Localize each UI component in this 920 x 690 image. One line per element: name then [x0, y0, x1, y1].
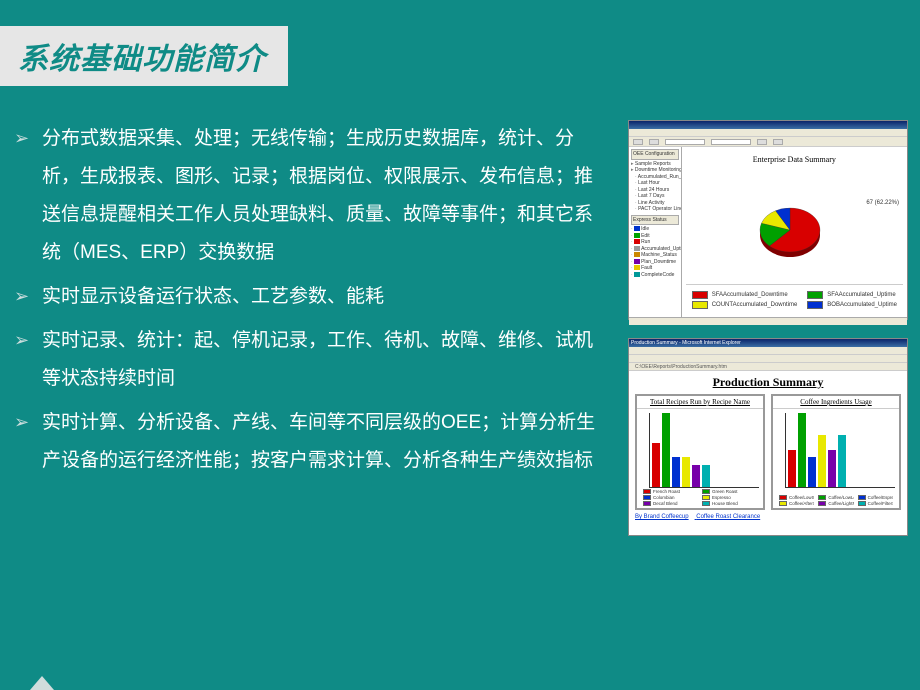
bar [652, 443, 660, 487]
slide-body: 分布式数据采集、处理；无线传输；生成历史数据库，统计、分析，生成报表、图形、记录… [14, 120, 604, 486]
tree-header: OEE Configuration [631, 149, 679, 160]
report-panels: Total Recipes Run by Recipe Name French … [635, 394, 901, 510]
bar [692, 465, 700, 487]
screenshot-production-summary: Production Summary - Microsoft Internet … [628, 338, 908, 536]
report-body: Production Summary Total Recipes Run by … [629, 371, 907, 533]
bar [838, 435, 846, 487]
panel-ingredients: Coffee Ingredients Usage Coffee/LowStren… [771, 394, 901, 510]
bar-chart: French Roast Green Roast Colombian Espresso… [637, 409, 763, 508]
window-toolbar [629, 355, 907, 363]
report-title: Production Summary [635, 375, 901, 390]
bar [828, 450, 836, 487]
window-toolbar [629, 137, 907, 147]
slide-title-bar: 系统基础功能简介 [0, 26, 288, 86]
pie-callout: 67 (62.22%) [866, 200, 899, 206]
legend-item: Coffee/LowLength [818, 495, 853, 500]
bar-chart: Coffee/LowStrengthCoffee/LowLengthCoffee… [773, 409, 899, 508]
bar [798, 413, 806, 487]
toolbar-button [773, 139, 783, 145]
legend-item: Coffee/LowStrength [779, 495, 814, 500]
window-menubar [629, 129, 907, 137]
window-statusbar [629, 317, 907, 325]
slide-notch-icon [30, 676, 54, 690]
screenshots-column: OEE Configuration Sample ReportsDowntime… [628, 120, 908, 554]
toolbar-button [649, 139, 659, 145]
toolbar-field [711, 139, 751, 145]
window-titlebar [629, 121, 907, 129]
bar [818, 435, 826, 487]
tree-status-header: Express Status [631, 215, 679, 226]
legend-item: Green Roast [702, 489, 757, 494]
toolbar-field [665, 139, 705, 145]
bar [682, 457, 690, 487]
legend-item: Coffee/AfterStrength [779, 501, 814, 506]
bullet-list: 分布式数据采集、处理；无线传输；生成历史数据库，统计、分析，生成报表、图形、记录… [14, 120, 604, 480]
legend-item: Colombian [643, 495, 698, 500]
bar [702, 465, 710, 487]
report-link: Coffee Roast Clearance [696, 514, 760, 520]
chart-panel: Enterprise Data Summary 67 (62.22%) SFAA… [682, 147, 907, 317]
window-menubar [629, 347, 907, 355]
panel-title: Coffee Ingredients Usage [773, 396, 899, 409]
tree-node: PACT Operator Line Activity [631, 206, 679, 213]
tree-status-node: Machine_Status [631, 252, 679, 259]
legend-item: House Blend [702, 501, 757, 506]
legend-item: COUNTAccumulated_Downtime [692, 301, 798, 309]
toolbar-button [757, 139, 767, 145]
toolbar-button [633, 139, 643, 145]
slide-title: 系统基础功能简介 [18, 43, 266, 76]
legend-item: Coffee/EspressoLength [858, 495, 893, 500]
window-body: OEE Configuration Sample ReportsDowntime… [629, 147, 907, 317]
tree-node: Downtime Monitoring [631, 167, 679, 174]
tree-status-node: CompleteCode [631, 272, 679, 279]
legend-item: Coffee/FilterStrength [858, 501, 893, 506]
pie-chart: 67 (62.22%) [686, 170, 903, 285]
report-link: By Brand Coffeecup [635, 514, 689, 520]
bullet-item: 实时显示设备运行状态、工艺参数、能耗 [14, 278, 604, 316]
bars-area [785, 413, 895, 488]
legend-item: BOBAccumulated_Uptime [807, 301, 897, 309]
address-bar: C:\OEE\Reports\ProductionSummary.htm [629, 363, 907, 371]
panel-total-recipes: Total Recipes Run by Recipe Name French … [635, 394, 765, 510]
legend-item: SFAAccumulated_Uptime [807, 291, 897, 299]
report-links: By Brand Coffeecup Coffee Roast Clearanc… [635, 514, 901, 520]
bar [808, 457, 816, 487]
bullet-item: 实时记录、统计：起、停机记录，工作、待机、故障、维修、试机等状态持续时间 [14, 322, 604, 398]
legend-item: French Roast [643, 489, 698, 494]
pie-legend: SFAAccumulated_Downtime SFAAccumulated_Up… [686, 289, 903, 313]
panel-title: Total Recipes Run by Recipe Name [637, 396, 763, 409]
bar [788, 450, 796, 487]
bar [672, 457, 680, 487]
pie-svg [744, 192, 844, 262]
window-titlebar: Production Summary - Microsoft Internet … [629, 339, 907, 347]
legend-item: Decaf Blend [643, 501, 698, 506]
legend-item: Coffee/LightRoast [818, 501, 853, 506]
bullet-item: 实时计算、分析设备、产线、车间等不同层级的OEE；计算分析生产设备的运行经济性能… [14, 404, 604, 480]
bar-legend: Coffee/LowStrengthCoffee/LowLengthCoffee… [779, 495, 893, 506]
bar-legend: French Roast Green Roast Colombian Espresso… [643, 489, 757, 506]
bullet-item: 分布式数据采集、处理；无线传输；生成历史数据库，统计、分析，生成报表、图形、记录… [14, 120, 604, 272]
bar [662, 413, 670, 487]
bars-area [649, 413, 759, 488]
legend-item: SFAAccumulated_Downtime [692, 291, 798, 299]
chart-title: Enterprise Data Summary [686, 155, 903, 164]
tree-panel: OEE Configuration Sample ReportsDowntime… [629, 147, 682, 317]
legend-item: Espresso [702, 495, 757, 500]
screenshot-enterprise-data-summary: OEE Configuration Sample ReportsDowntime… [628, 120, 908, 320]
